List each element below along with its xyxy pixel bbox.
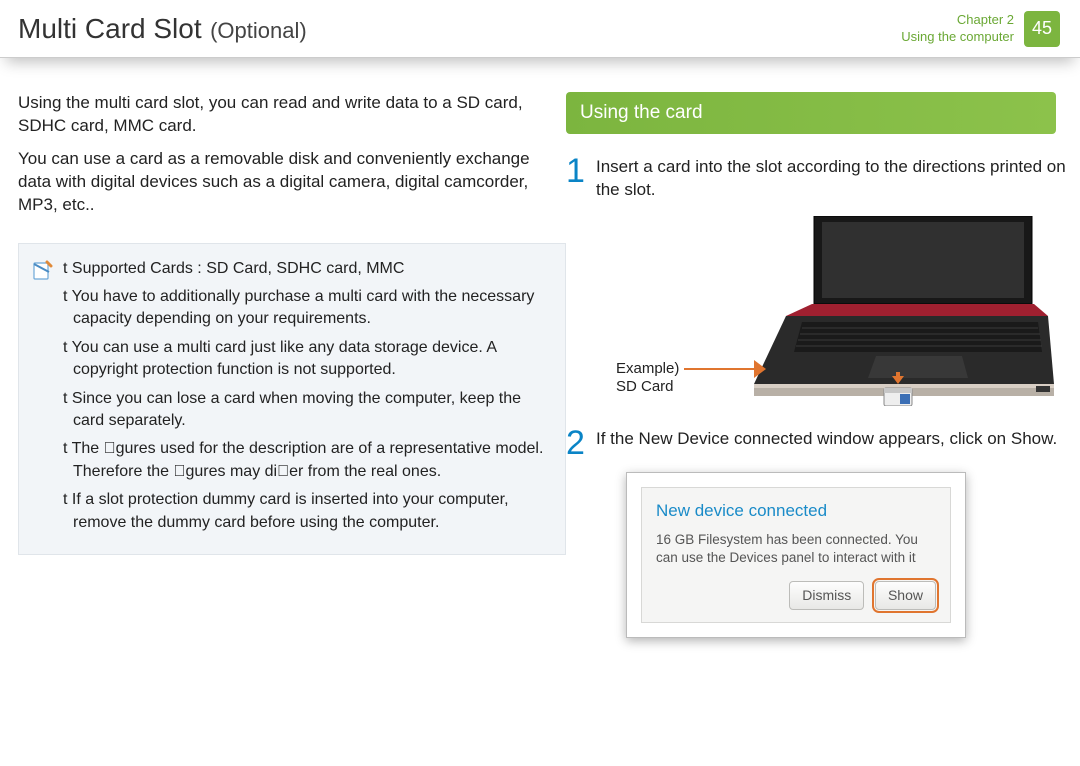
info-bullet: t You have to additionally purchase a mu…	[63, 286, 549, 331]
laptop-illustration: Example) SD Card	[566, 216, 1056, 416]
chapter-line-2: Using the computer	[901, 29, 1014, 46]
step-number-2: 2	[566, 428, 588, 459]
info-bullet: t You can use a multi card just like any…	[63, 337, 549, 382]
dialog-screenshot: New device connected 16 GB Filesystem ha…	[626, 472, 966, 638]
step-2-text-b: New Device connected	[639, 429, 813, 448]
right-column: Using the card 1 Insert a card into the …	[566, 92, 1068, 638]
sd-card-callout: Example) SD Card	[616, 360, 679, 396]
intro-paragraph-2: You can use a card as a removable disk a…	[18, 148, 566, 217]
info-bullet: t Since you can lose a card when moving …	[63, 388, 549, 433]
step-2-text-a: If the	[596, 429, 634, 448]
page-subtitle: (Optional)	[210, 18, 307, 43]
info-list: t Supported Cards : SD Card, SDHC card, …	[63, 258, 549, 540]
chapter-label: Chapter 2 Using the computer	[901, 12, 1014, 46]
laptop-icon	[716, 216, 1056, 406]
page-title: Multi Card Slot	[18, 13, 202, 44]
step-2: 2 If the New Device connected window app…	[566, 428, 1068, 459]
step-2-text-c: window appears, click on Show.	[817, 429, 1057, 448]
chapter-line-1: Chapter 2	[901, 12, 1014, 29]
callout-pointer	[684, 368, 764, 370]
dialog-panel: New device connected 16 GB Filesystem ha…	[641, 487, 951, 623]
dialog-title: New device connected	[656, 500, 936, 523]
callout-line-2: SD Card	[616, 378, 679, 396]
note-icon	[31, 258, 55, 540]
title-group: Multi Card Slot (Optional)	[18, 13, 307, 45]
step-number-1: 1	[566, 156, 588, 187]
info-bullet: t The  gures used for the description ar…	[63, 438, 549, 483]
header-meta: Chapter 2 Using the computer 45	[901, 11, 1060, 47]
step-1: 1 Insert a card into the slot according …	[566, 156, 1068, 202]
dialog-button-row: Dismiss Show	[656, 581, 936, 610]
info-box: t Supported Cards : SD Card, SDHC card, …	[18, 243, 566, 555]
dismiss-button[interactable]: Dismiss	[789, 581, 864, 610]
info-bullet: t Supported Cards : SD Card, SDHC card, …	[63, 258, 549, 280]
intro-paragraph-1: Using the multi card slot, you can read …	[18, 92, 566, 138]
callout-line-1: Example)	[616, 360, 679, 378]
content-area: Using the multi card slot, you can read …	[0, 58, 1080, 638]
section-heading: Using the card	[566, 92, 1056, 134]
page-number-badge: 45	[1024, 11, 1060, 47]
step-2-text: If the New Device connected window appea…	[596, 428, 1068, 451]
step-1-text: Insert a card into the slot according to…	[596, 156, 1068, 202]
page-header: Multi Card Slot (Optional) Chapter 2 Usi…	[0, 0, 1080, 58]
show-button[interactable]: Show	[875, 581, 936, 610]
info-bullet: t If a slot protection dummy card is ins…	[63, 489, 549, 534]
dialog-message: 16 GB Filesystem has been connected. You…	[656, 531, 936, 567]
left-column: Using the multi card slot, you can read …	[18, 92, 566, 638]
